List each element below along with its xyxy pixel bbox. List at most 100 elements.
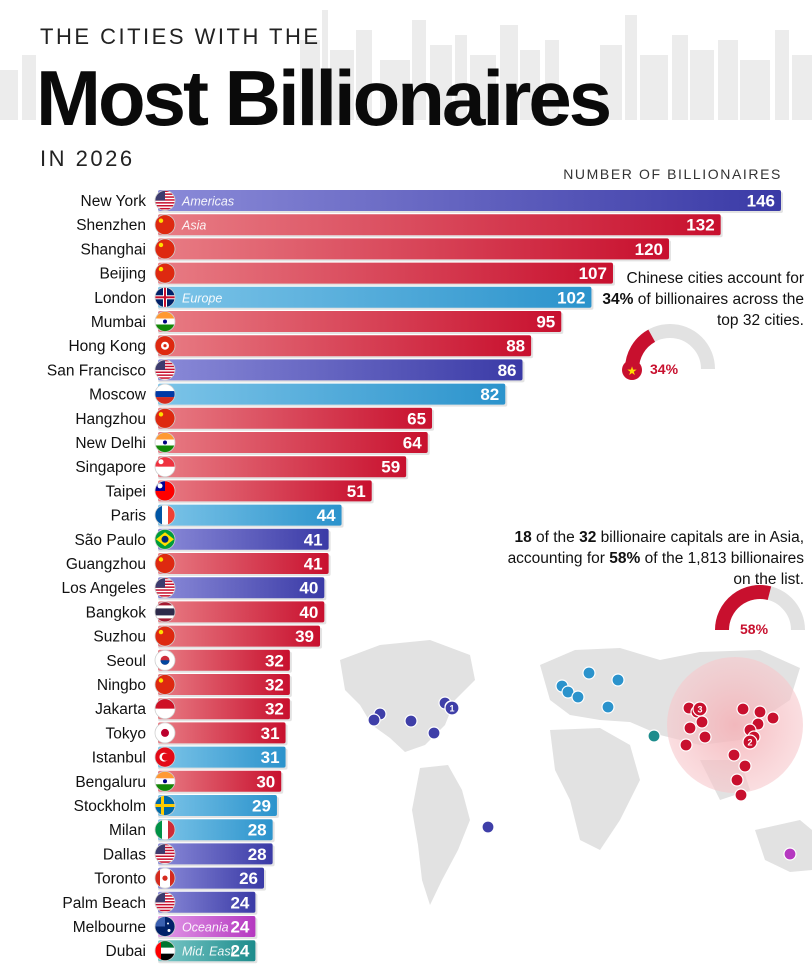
bar <box>158 214 721 236</box>
city-label: Stockholm <box>74 798 146 815</box>
bar <box>158 891 256 913</box>
us-flag-icon <box>154 577 176 599</box>
value-label: 31 <box>261 748 280 767</box>
map-rank-marker <box>692 701 708 717</box>
value-label: 28 <box>248 821 267 840</box>
bar <box>158 480 372 502</box>
in-flag-icon <box>154 311 176 332</box>
map-city-dot <box>738 759 752 773</box>
bar-row: Palm Beach 24 <box>62 891 258 915</box>
in-flag-icon <box>154 770 176 792</box>
city-label: Moscow <box>89 387 147 404</box>
it-flag-icon <box>154 819 176 841</box>
bar-row: Jakarta 32 <box>95 698 292 722</box>
city-label: Guangzhou <box>66 556 146 573</box>
city-label: Tokyo <box>106 725 147 742</box>
ae-flag-icon <box>154 940 176 962</box>
map-city-dot <box>698 730 712 744</box>
cn-flag-icon <box>154 553 176 574</box>
value-label: 41 <box>304 555 323 574</box>
city-label: Taipei <box>106 483 147 500</box>
city-label: São Paulo <box>74 532 146 549</box>
bar <box>158 916 256 937</box>
city-label: Hong Kong <box>68 338 146 355</box>
bar-row: São Paulo 41 <box>74 528 331 552</box>
bar <box>158 359 523 381</box>
value-label: 26 <box>239 869 258 888</box>
value-label: 32 <box>265 651 284 670</box>
map-city-dot <box>766 711 780 725</box>
value-label: 86 <box>498 361 517 380</box>
bar-row: Shanghai 120 <box>80 238 671 262</box>
city-label: Suzhou <box>93 629 146 646</box>
bar-row: Moscow 82 <box>89 383 508 407</box>
map-city-dot <box>730 773 744 787</box>
bar <box>158 262 613 284</box>
svg-text:★: ★ <box>627 364 638 378</box>
ca-flag-icon <box>154 867 176 889</box>
page-title: Most Billionaires <box>36 54 612 142</box>
asia-share-value: 58% <box>740 621 769 637</box>
bar <box>158 722 286 744</box>
city-label: Istanbul <box>92 750 146 767</box>
value-label: 102 <box>557 288 585 307</box>
map-city-dot <box>611 673 625 687</box>
value-label: 39 <box>295 627 314 646</box>
br-flag-icon <box>154 528 176 550</box>
value-label: 44 <box>317 506 336 525</box>
us-flag-icon <box>154 843 176 865</box>
bar-row: Suzhou 39 <box>93 625 323 649</box>
bar-row: Shenzhen 132 Asia <box>76 214 723 238</box>
title-year: IN 2026 <box>40 146 135 171</box>
bar <box>158 456 407 478</box>
bar-row: Istanbul 31 <box>92 746 288 770</box>
map-city-dot <box>683 721 697 735</box>
region-tag: Asia <box>181 219 206 233</box>
id-flag-icon <box>154 698 176 720</box>
th-flag-icon <box>154 601 176 623</box>
map-city-dot <box>601 700 615 714</box>
map-rank-number: 1 <box>449 704 454 714</box>
bar-row: Guangzhou 41 <box>66 553 331 576</box>
bar-row: Hangzhou 65 <box>75 407 435 431</box>
city-label: Ningbo <box>97 677 146 694</box>
value-label: 95 <box>536 313 555 332</box>
bar <box>158 553 329 574</box>
value-label: 24 <box>230 918 249 937</box>
value-label: 30 <box>256 772 275 791</box>
city-label: Melbourne <box>73 919 146 936</box>
value-label: 65 <box>407 409 426 428</box>
value-label: 88 <box>506 337 525 356</box>
asia-highlight-circle <box>667 657 803 793</box>
city-label: New York <box>81 193 147 210</box>
asia-share-note: 18 of the 32 billionaire capitals are in… <box>507 529 804 588</box>
china-share-note: Chinese cities account for 34% of billio… <box>602 270 804 329</box>
bar <box>158 238 669 260</box>
city-label: Hangzhou <box>75 411 146 428</box>
city-label: Mumbai <box>91 314 146 331</box>
map-city-dot <box>695 715 709 729</box>
bar-row: Beijing 107 <box>99 262 615 286</box>
se-flag-icon <box>154 795 176 816</box>
map-rank-number: 3 <box>697 705 702 715</box>
value-label: 40 <box>299 579 318 598</box>
bar <box>158 190 781 211</box>
city-label: Shenzhen <box>76 217 146 234</box>
bar-row: Milan 28 <box>109 819 275 843</box>
bar-row: San Francisco 86 <box>47 359 525 383</box>
city-label: Palm Beach <box>62 895 146 912</box>
city-label: Singapore <box>75 459 146 476</box>
city-label: Bangkok <box>86 604 147 621</box>
cn-flag-icon <box>154 407 176 429</box>
value-label: 132 <box>686 216 714 235</box>
bar-row: Tokyo 31 <box>106 722 288 746</box>
bar-row: Los Angeles 40 <box>62 577 327 601</box>
map-city-dot <box>727 748 741 762</box>
axis-label: NUMBER OF BILLIONAIRES <box>563 166 782 182</box>
bar <box>158 601 325 623</box>
value-label: 29 <box>252 797 271 816</box>
us-flag-icon <box>154 359 176 381</box>
